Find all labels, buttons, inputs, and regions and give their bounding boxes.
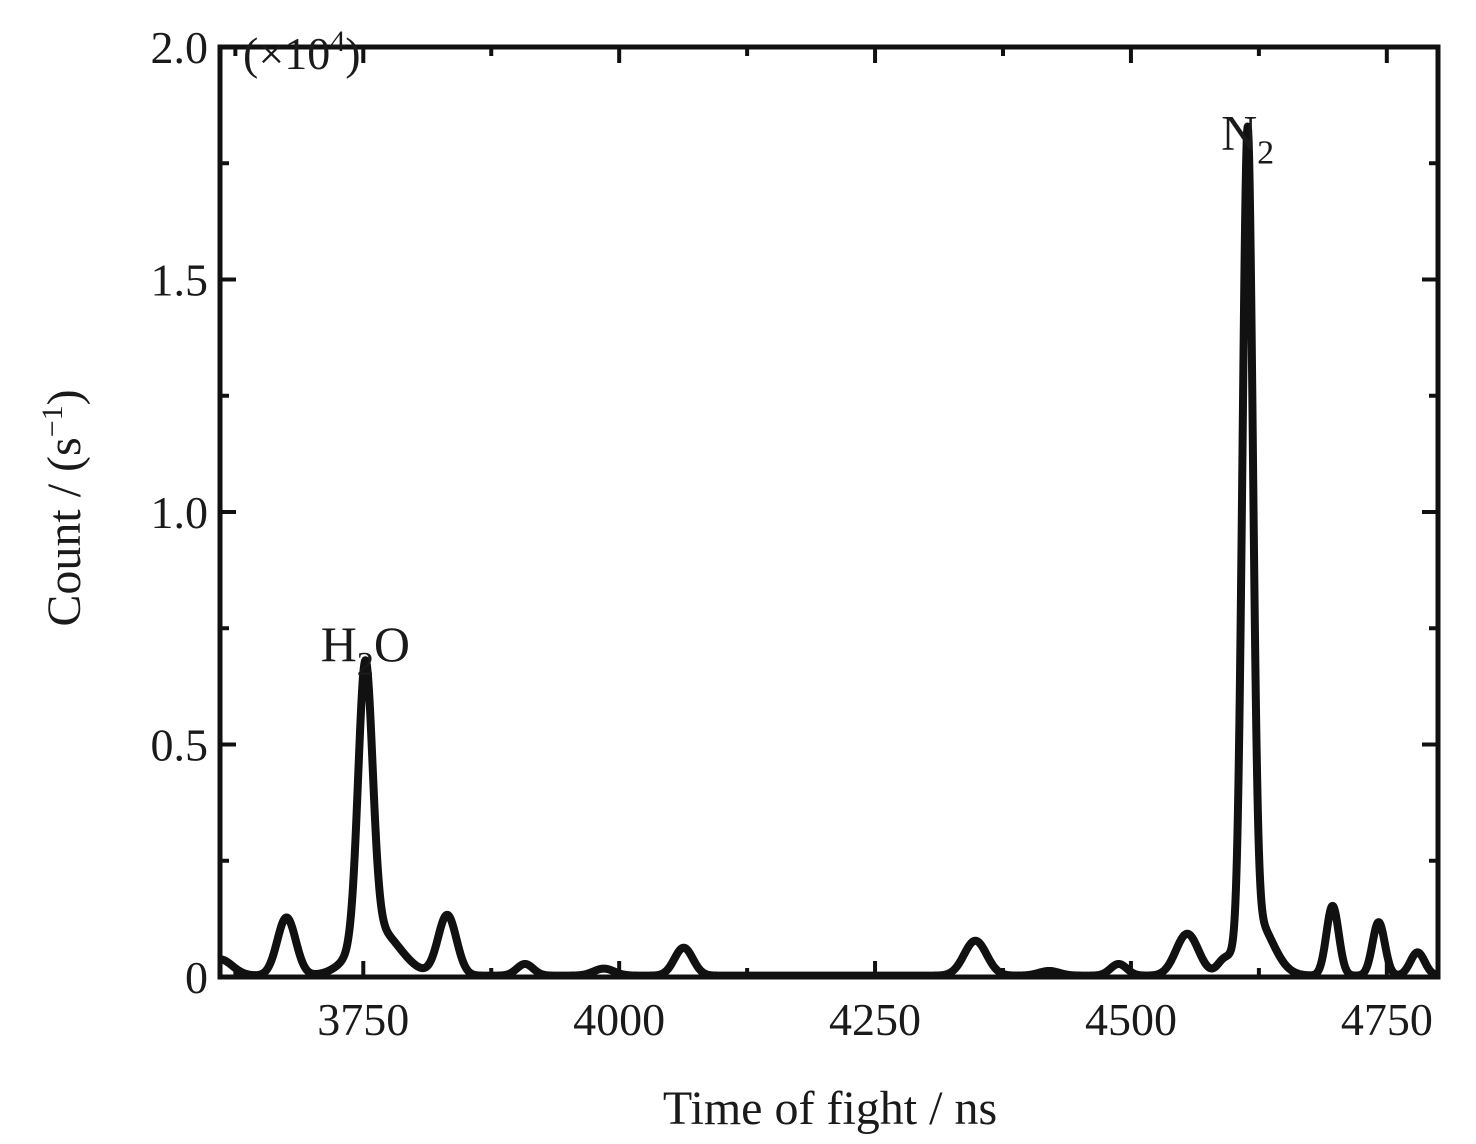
x-axis-title: Time of fight / ns xyxy=(663,1082,997,1135)
x-tick-label: 3750 xyxy=(317,994,409,1045)
y-tick-label: 1.5 xyxy=(151,255,209,306)
y-tick-label: 2.0 xyxy=(151,22,209,73)
x-tick-label: 4250 xyxy=(829,994,921,1045)
x-tick-label: 4000 xyxy=(573,994,665,1045)
peak-label: N2 xyxy=(1221,104,1274,171)
y-tick-label: 1.0 xyxy=(151,487,209,538)
axis-ticks xyxy=(220,45,1438,979)
y-tick-labels: 0 0.5 1.0 1.5 2.0 xyxy=(151,22,209,1003)
y-tick-label: 0.5 xyxy=(151,720,209,771)
y-axis-title: Count / (s−1) xyxy=(36,389,91,626)
x-tick-label: 4750 xyxy=(1341,994,1433,1045)
plot-area xyxy=(220,122,1438,977)
y-multiplier-label: (×104) xyxy=(243,25,361,79)
x-tick-labels: 3750 4000 4250 4500 4750 xyxy=(317,994,1433,1045)
series-line xyxy=(220,122,1438,977)
y-tick-label: 0 xyxy=(185,952,208,1003)
x-tick-label: 4500 xyxy=(1085,994,1177,1045)
peak-label: H2O xyxy=(321,616,410,683)
peak-annotations: H2O N2 xyxy=(321,104,1274,683)
